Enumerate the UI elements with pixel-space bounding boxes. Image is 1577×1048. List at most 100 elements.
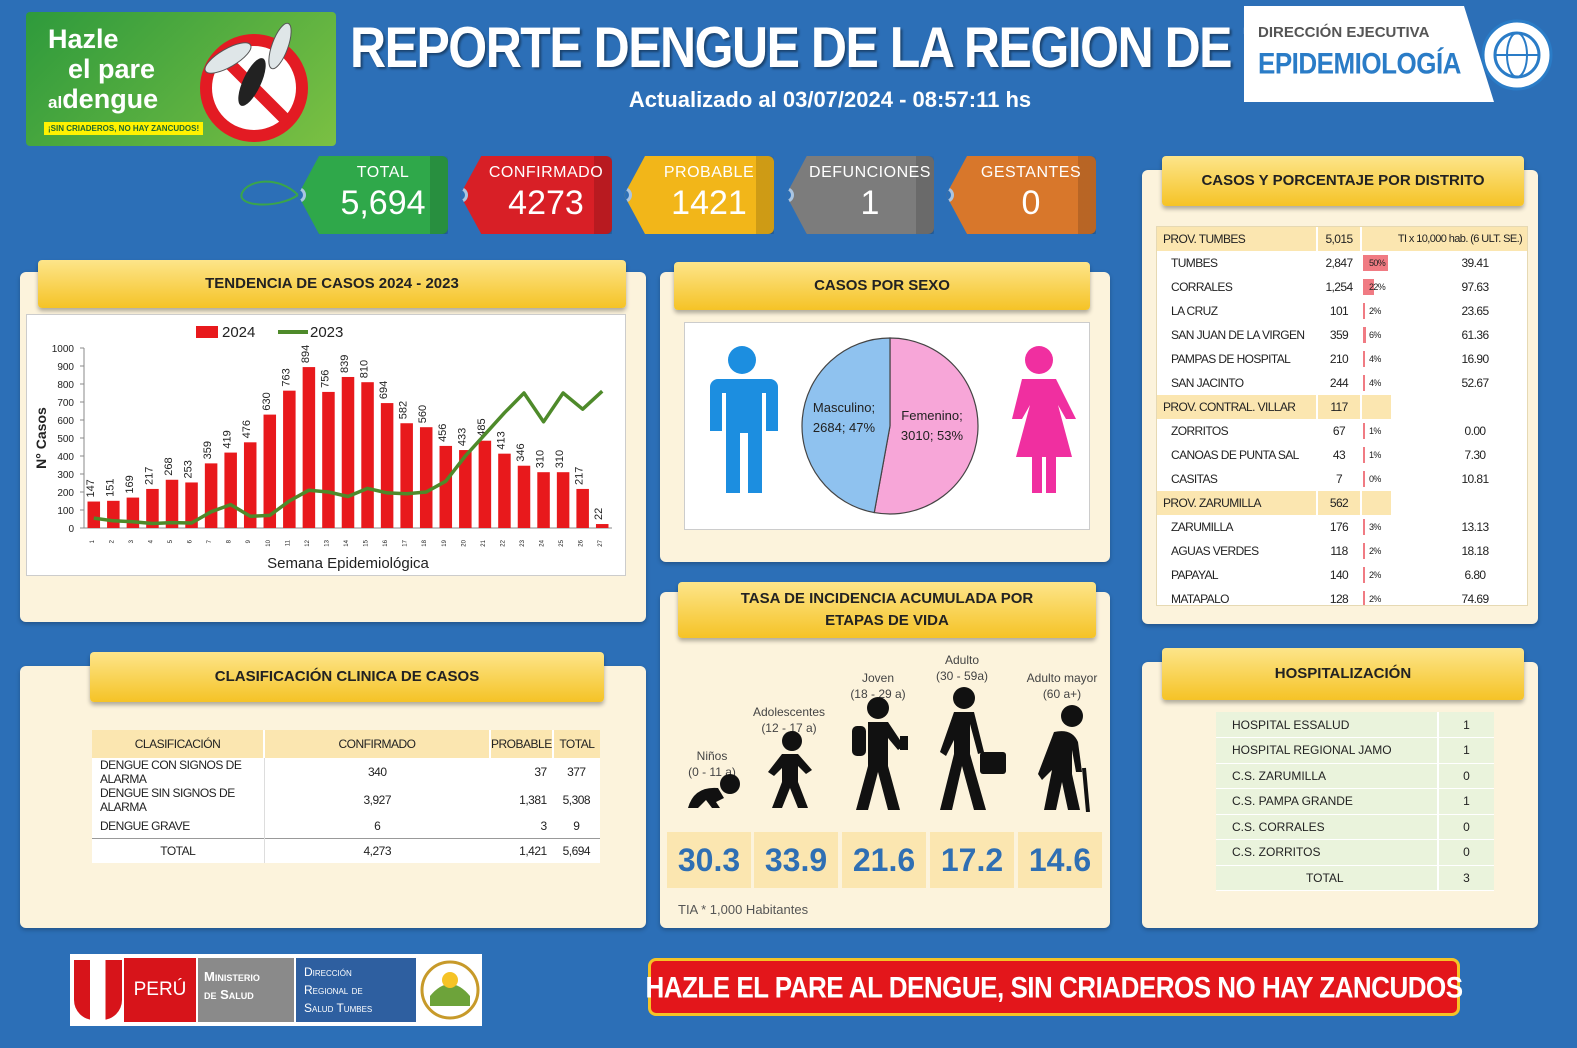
table-row: C.S. ZARUMILLA 0 bbox=[1216, 763, 1494, 789]
hospital-name: HOSPITAL REGIONAL JAMO bbox=[1216, 737, 1439, 764]
hospital-table: HOSPITAL ESSALUD 1 HOSPITAL REGIONAL JAMO 1… bbox=[1216, 712, 1494, 891]
stage-name: Adolescentes bbox=[752, 705, 826, 719]
table-row: LA CRUZ 101 2% 23.65 bbox=[1157, 299, 1527, 323]
district-pct: 2% bbox=[1369, 570, 1381, 580]
y-tick-label: 0 bbox=[68, 524, 74, 535]
district-pct: 1% bbox=[1369, 426, 1381, 436]
district-prov-row: PROV. CONTRAL. VILLAR 117 bbox=[1157, 395, 1527, 419]
campaign-banner-text: HAZLE EL PARE AL DENGUE, SIN CRIADEROS N… bbox=[645, 969, 1463, 1004]
hospital-name: C.S. PAMPA GRANDE bbox=[1216, 788, 1439, 815]
y-tick-label: 500 bbox=[57, 434, 74, 445]
x-tick-label: 11 bbox=[285, 539, 291, 546]
bar-data-label: 810 bbox=[359, 360, 371, 378]
district-pct-cell: 1% bbox=[1361, 419, 1391, 443]
peru-shield-icon bbox=[74, 960, 122, 1020]
kpi-confirmado-value: 4273 bbox=[508, 184, 584, 222]
bar-data-label: 560 bbox=[417, 405, 429, 423]
kpi-defunciones-label: DEFUNCIONES bbox=[809, 164, 931, 181]
district-cases: 7 bbox=[1335, 472, 1343, 486]
district-pct-cell: 2% bbox=[1361, 563, 1391, 587]
clinical-cell: 4,273 bbox=[363, 844, 392, 858]
table-row: DENGUE GRAVE 6 3 9 bbox=[92, 814, 600, 839]
pie-label-value: 3010; 53% bbox=[901, 428, 964, 443]
x-tick-label: 21 bbox=[481, 539, 487, 546]
bar-2024 bbox=[556, 472, 570, 528]
bar-data-label: 268 bbox=[163, 457, 175, 475]
district-pct-cell: 2% bbox=[1361, 299, 1391, 323]
pie-slice bbox=[873, 337, 979, 515]
district-rate: 10.81 bbox=[1461, 472, 1489, 486]
clinical-cell: 1,381 bbox=[519, 793, 547, 807]
teen-icon bbox=[768, 731, 812, 808]
clinical-title: CLASIFICACIÓN CLINICA DE CASOS bbox=[90, 652, 604, 702]
district-pct-bar bbox=[1363, 567, 1365, 583]
pie-label: Femenino; bbox=[901, 408, 962, 423]
sex-title: CASOS POR SEXO bbox=[674, 262, 1090, 310]
legend-label-2023: 2023 bbox=[310, 324, 343, 341]
young-adult-icon bbox=[852, 697, 908, 810]
bar-2024 bbox=[459, 450, 472, 528]
bar-2024 bbox=[361, 382, 374, 528]
district-rate: 61.36 bbox=[1461, 328, 1489, 342]
district-pct-cell bbox=[1360, 395, 1391, 419]
table-row: AGUAS VERDES 118 2% 18.18 bbox=[1157, 539, 1527, 563]
table-row: TUMBES 2,847 50% 39.41 bbox=[1157, 251, 1527, 275]
district-table: PROV. TUMBES 5,015 TI x 10,000 hab. (6 U… bbox=[1157, 227, 1527, 605]
district-pct-cell: 3% bbox=[1361, 515, 1391, 539]
y-tick-label: 900 bbox=[57, 362, 74, 373]
district-cases: 210 bbox=[1329, 352, 1349, 366]
bar-data-label: 151 bbox=[104, 478, 116, 496]
kpi-probable-value: 1421 bbox=[671, 184, 747, 222]
bar-data-label: 433 bbox=[456, 428, 468, 446]
x-tick-label: 9 bbox=[246, 539, 252, 543]
table-row: CANOAS DE PUNTA SAL 43 1% 7.30 bbox=[1157, 443, 1527, 467]
tag-hole bbox=[460, 187, 468, 203]
district-rate: 6.80 bbox=[1464, 568, 1487, 582]
clinical-cell: 1,421 bbox=[519, 844, 547, 858]
district-header-row: PROV. TUMBES 5,015 TI x 10,000 hab. (6 U… bbox=[1157, 227, 1527, 251]
clinical-col-header: CLASIFICACIÓN bbox=[92, 730, 265, 758]
bar-2024 bbox=[478, 440, 492, 528]
legend-swatch-2024 bbox=[196, 326, 218, 338]
bar-2024 bbox=[439, 445, 453, 528]
kpi-probable: PROBABLE 1421 bbox=[624, 156, 774, 234]
district-cases: 359 bbox=[1329, 328, 1349, 342]
tia-joven: 21.6 bbox=[842, 832, 926, 888]
x-tick-label: 3 bbox=[129, 539, 135, 543]
bar-data-label: 253 bbox=[183, 460, 195, 478]
direction-l1: Dirección bbox=[304, 965, 352, 979]
table-row: PAMPAS DE HOSPITAL 210 4% 16.90 bbox=[1157, 347, 1527, 371]
table-row: CASITAS 7 0% 10.81 bbox=[1157, 467, 1527, 491]
stage-name: Niños bbox=[696, 749, 728, 763]
x-tick-label: 1 bbox=[90, 539, 96, 543]
district-cases: 176 bbox=[1329, 520, 1349, 534]
stage-range: (0 - 11 a) bbox=[688, 765, 736, 779]
district-pct-cell: 4% bbox=[1361, 371, 1391, 395]
x-tick-label: 23 bbox=[520, 539, 526, 546]
tia-adolescentes: 33.9 bbox=[754, 832, 838, 888]
district-pct: 2% bbox=[1369, 546, 1381, 556]
bar-2024 bbox=[537, 472, 550, 528]
tia-footnote: TIA * 1,000 Habitantes bbox=[678, 902, 809, 917]
trend-chart: 0100200300400500600700800900100014711512… bbox=[33, 324, 612, 572]
district-pct-cell: 0% bbox=[1361, 467, 1391, 491]
clinical-cell: 37 bbox=[534, 765, 547, 779]
bar-2024 bbox=[87, 501, 101, 528]
district-rate-cell bbox=[1391, 491, 1527, 515]
x-tick-label: 20 bbox=[461, 539, 467, 546]
district-pct: 4% bbox=[1369, 354, 1381, 364]
tag-hole bbox=[786, 187, 794, 203]
bar-2024 bbox=[341, 376, 355, 528]
clinical-cell: TOTAL bbox=[92, 838, 265, 863]
table-row: MATAPALO 128 2% 74.69 bbox=[1157, 587, 1527, 605]
district-rate-cell bbox=[1391, 395, 1527, 419]
district-pct: 1% bbox=[1369, 450, 1381, 460]
district-rate: 39.41 bbox=[1461, 256, 1489, 270]
bar-2024 bbox=[185, 482, 198, 528]
kpi-confirmado: CONFIRMADO 4273 bbox=[460, 156, 612, 234]
x-tick-label: 5 bbox=[168, 539, 174, 543]
kpi-confirmado-label: CONFIRMADO bbox=[488, 164, 604, 181]
district-cases: 118 bbox=[1330, 544, 1348, 558]
hospital-value: 1 bbox=[1438, 788, 1494, 815]
legend-label-2024: 2024 bbox=[222, 324, 255, 341]
